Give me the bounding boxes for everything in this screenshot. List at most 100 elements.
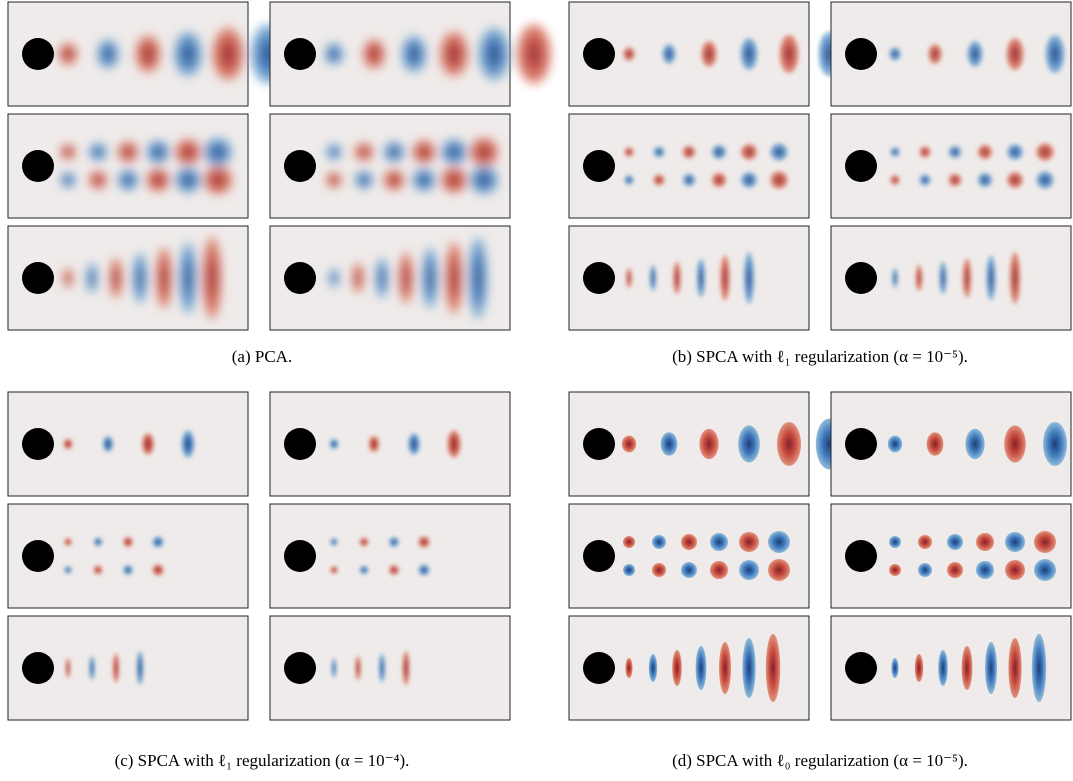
vortex <box>1034 531 1056 553</box>
vortex <box>136 35 161 72</box>
vortex <box>889 536 901 548</box>
mode-image <box>831 114 1071 218</box>
vortex <box>712 173 726 187</box>
vortex <box>445 242 462 314</box>
vortex <box>113 653 119 683</box>
vortex <box>889 47 901 60</box>
vortex <box>142 433 154 454</box>
vortex <box>89 171 107 189</box>
vortex <box>939 262 947 295</box>
vortex <box>441 167 467 193</box>
mode-image <box>270 114 510 218</box>
figure: (a) PCA. (b) SPCA with ℓ₁ regularization… <box>0 0 1073 776</box>
cylinder <box>845 150 877 182</box>
vortex <box>355 143 373 161</box>
mode-image <box>569 616 809 720</box>
cylinder <box>583 652 615 684</box>
vortex <box>652 535 666 549</box>
vortex <box>329 268 338 288</box>
cylinder <box>583 262 615 294</box>
cylinder <box>22 428 54 460</box>
vortex <box>770 171 788 189</box>
vortex <box>379 653 385 683</box>
vortex <box>360 538 368 546</box>
vortex <box>890 175 900 185</box>
vortex <box>653 174 664 185</box>
vortex <box>175 139 201 165</box>
vortex <box>389 537 399 547</box>
vortex <box>146 140 169 163</box>
mode-image <box>831 2 1073 106</box>
vortex <box>97 39 119 68</box>
vortex <box>624 175 634 185</box>
vortex <box>174 32 202 77</box>
vortex <box>137 651 143 685</box>
mode-image <box>831 616 1071 720</box>
vortex <box>918 535 932 549</box>
vortex <box>60 172 76 188</box>
vortex <box>470 166 499 195</box>
vortex <box>741 144 757 160</box>
vortex <box>681 562 697 578</box>
vortex <box>673 262 681 295</box>
vortex <box>325 43 344 65</box>
vortex <box>353 263 364 293</box>
vortex <box>1045 35 1064 73</box>
vortex <box>403 651 409 685</box>
vortex <box>740 38 757 70</box>
vortex <box>623 47 635 60</box>
vortex <box>360 566 368 574</box>
vortex <box>64 566 71 573</box>
vortex <box>64 439 73 449</box>
vortex <box>203 237 222 319</box>
vortex <box>916 265 923 291</box>
vortex <box>1010 252 1021 304</box>
vortex <box>179 242 196 314</box>
vortex <box>683 146 696 159</box>
vortex <box>978 145 992 159</box>
mode-image <box>270 392 510 496</box>
vortex <box>363 39 385 68</box>
cylinder <box>22 38 54 70</box>
cylinder <box>284 150 316 182</box>
vortex <box>376 258 388 299</box>
vortex <box>681 534 697 550</box>
vortex <box>332 658 336 678</box>
vortex <box>889 564 901 576</box>
vortex <box>699 429 718 459</box>
vortex <box>697 258 706 297</box>
vortex <box>770 143 788 161</box>
vortex <box>123 565 133 575</box>
vortex <box>967 41 982 67</box>
caption: (c) SPCA with ℓ₁ regularization (α = 10⁻… <box>115 751 410 770</box>
vortex <box>326 172 342 188</box>
caption: (d) SPCA with ℓ₀ regularization (α = 10⁻… <box>672 751 968 770</box>
vortex <box>87 263 98 293</box>
vortex <box>1036 143 1054 161</box>
vortex <box>89 656 94 681</box>
vortex <box>118 142 139 163</box>
vortex <box>330 439 339 449</box>
vortex <box>204 138 233 167</box>
vortex <box>118 170 139 191</box>
mode-image <box>8 226 248 330</box>
vortex <box>412 140 435 163</box>
vortex <box>742 638 755 698</box>
mode-image <box>270 616 510 720</box>
vortex <box>478 28 509 80</box>
cylinder <box>284 38 316 70</box>
vortex <box>918 563 932 577</box>
vortex <box>779 35 798 73</box>
mode-image <box>569 2 840 106</box>
vortex <box>962 646 973 690</box>
mode-image <box>8 114 248 218</box>
vortex <box>976 533 994 551</box>
vortex <box>1005 560 1025 580</box>
vortex <box>986 255 996 301</box>
vortex <box>625 658 632 678</box>
vortex <box>662 44 675 64</box>
mode-image <box>569 226 809 330</box>
mode-image <box>569 504 809 608</box>
vortex <box>399 252 413 303</box>
vortex <box>517 24 551 84</box>
